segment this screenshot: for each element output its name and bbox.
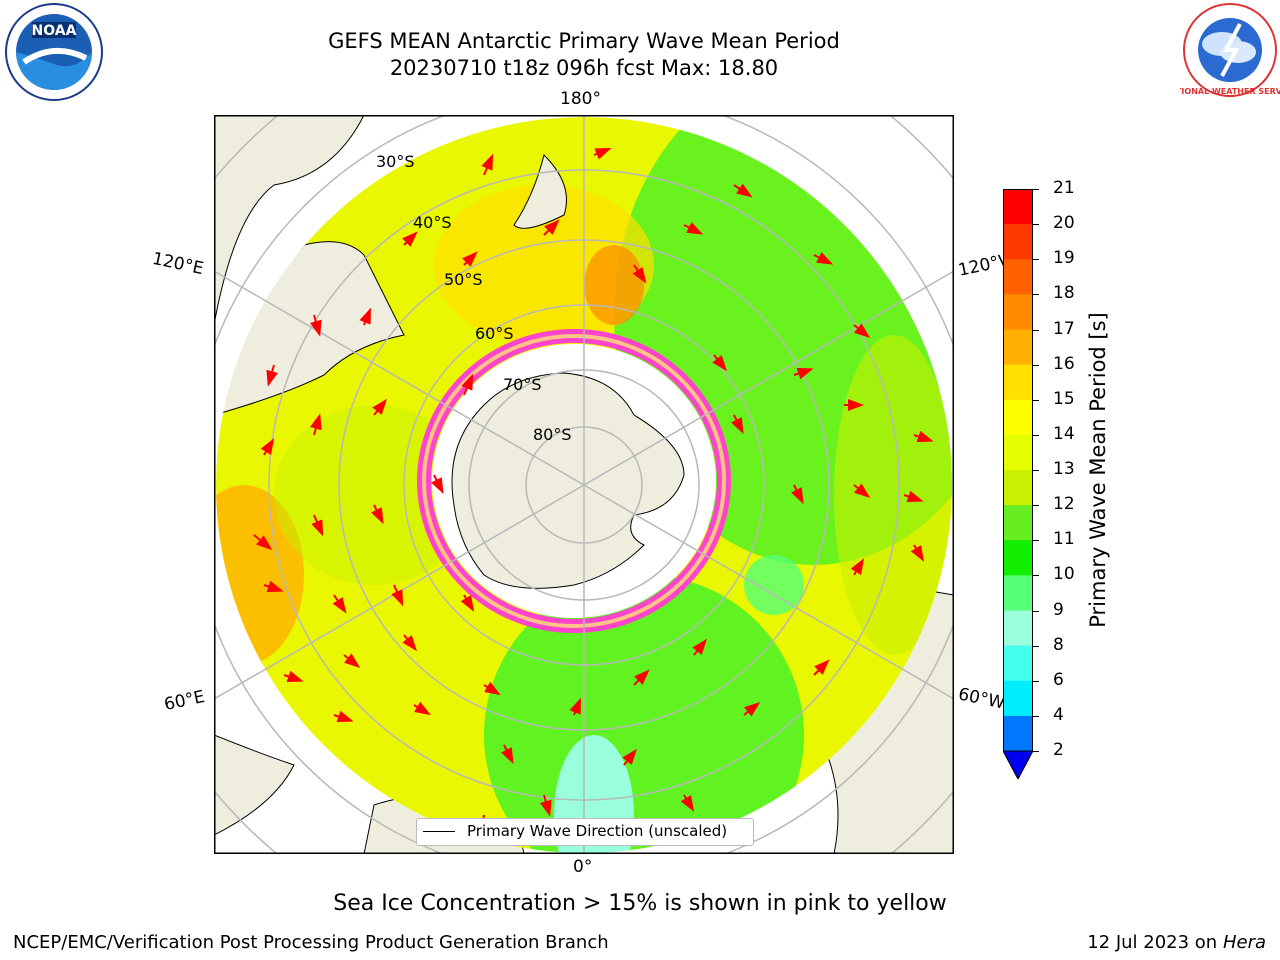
- lon-label-180: 180°: [560, 89, 601, 109]
- colorbar-segment: [1003, 224, 1033, 260]
- colorbar-segment: [1003, 575, 1033, 611]
- lat-label-30s: 30°S: [376, 152, 415, 171]
- svg-text:NOAA: NOAA: [32, 23, 77, 39]
- colorbar-tick-label: 9: [1053, 599, 1064, 620]
- colorbar-tick-label: 6: [1053, 669, 1064, 690]
- noaa-logo: NOAA: [5, 3, 103, 101]
- colorbar-segment: [1003, 294, 1033, 330]
- land-africa-corner: [214, 734, 295, 836]
- colorbar-tick-label: 2: [1053, 740, 1064, 760]
- colorbar-segment: [1003, 715, 1033, 752]
- colorbar-tick-label: 8: [1053, 634, 1064, 655]
- colorbar-title: Primary Wave Mean Period [s]: [1086, 312, 1110, 628]
- colorbar-segment: [1003, 610, 1033, 647]
- colorbar-tick-mark: [1033, 751, 1039, 752]
- colorbar-tick-label: 4: [1053, 704, 1064, 725]
- colorbar-tick-mark: [1033, 645, 1039, 647]
- map-legend: Primary Wave Direction (unscaled): [416, 818, 754, 846]
- colorbar-tick-label: 16: [1053, 353, 1075, 374]
- colorbar-segment: [1003, 434, 1033, 471]
- colorbar-tick-mark: [1033, 364, 1039, 366]
- colorbar-tick-label: 14: [1053, 423, 1075, 444]
- colorbar-tick-mark: [1033, 610, 1039, 612]
- colorbar-segment: [1003, 399, 1033, 436]
- legend-label: Primary Wave Direction (unscaled): [467, 822, 728, 840]
- footer-producer: NCEP/EMC/Verification Post Processing Pr…: [13, 932, 609, 953]
- colorbar-segment: [1003, 680, 1033, 717]
- colorbar-tick-mark: [1033, 715, 1039, 717]
- legend-line-swatch: [423, 831, 455, 832]
- colorbar-tick-mark: [1033, 540, 1039, 542]
- colorbar-segment: [1003, 505, 1033, 541]
- colorbar-tick-label: 17: [1053, 318, 1075, 339]
- colorbar-tick-label: 20: [1053, 213, 1075, 234]
- colorbar-tick-mark: [1033, 399, 1039, 401]
- colorbar-tick-label: 12: [1053, 494, 1075, 515]
- colorbar-segment: [1003, 259, 1033, 295]
- sea-ice-note: Sea Ice Concentration > 15% is shown in …: [333, 891, 947, 916]
- lat-label-60s: 60°S: [475, 324, 514, 343]
- land-new-zealand: [513, 154, 567, 229]
- colorbar-tick-mark: [1033, 680, 1039, 682]
- footer-host: Hera: [1222, 932, 1266, 953]
- lat-label-50s: 50°S: [444, 270, 483, 289]
- graticule: [214, 115, 954, 854]
- colorbar-tick-mark: [1033, 294, 1039, 296]
- colorbar: [1003, 189, 1033, 779]
- colorbar-segment: [1003, 364, 1033, 401]
- lon-label-120e: 120°E: [150, 248, 206, 280]
- colorbar-tick-mark: [1033, 329, 1039, 331]
- lat-label-70s: 70°S: [503, 375, 542, 394]
- land-antarctica: [451, 372, 685, 589]
- colorbar-segment: [1003, 540, 1033, 576]
- colorbar-segment: [1003, 189, 1033, 225]
- title-line-1: GEFS MEAN Antarctic Primary Wave Mean Pe…: [328, 29, 840, 53]
- colorbar-tick-label: 19: [1053, 248, 1075, 269]
- colorbar-tick-label: 13: [1053, 459, 1075, 479]
- land-australia-outer: [214, 115, 365, 326]
- footer-date: 12 Jul 2023 on Hera: [1087, 932, 1266, 953]
- colorbar-tick-mark: [1033, 259, 1039, 261]
- colorbar-tick-label: 21: [1053, 178, 1075, 198]
- colorbar-tick-label: 18: [1053, 283, 1075, 304]
- lon-label-0: 0°: [573, 857, 593, 877]
- lat-label-80s: 80°S: [533, 425, 572, 444]
- lon-label-60w: 60°W: [956, 684, 1007, 714]
- wave-direction-arrows: [253, 148, 934, 837]
- nws-logo: NATIONAL WEATHER SERVICE: [1180, 3, 1280, 97]
- colorbar-segment: [1003, 329, 1033, 366]
- colorbar-segment: [1003, 470, 1033, 506]
- colorbar-tick-mark: [1033, 470, 1039, 471]
- colorbar-extend-arrow: [1003, 750, 1033, 779]
- colorbar-tick-mark: [1033, 434, 1039, 436]
- lon-label-60e: 60°E: [162, 686, 207, 716]
- title-line-2: 20230710 t18z 096h fcst Max: 18.80: [389, 56, 779, 80]
- colorbar-tick-label: 15: [1053, 388, 1075, 409]
- colorbar-tick-mark: [1033, 189, 1039, 190]
- polar-map: [214, 115, 954, 854]
- colorbar-tick-mark: [1033, 224, 1039, 226]
- colorbar-segment: [1003, 645, 1033, 682]
- colorbar-tick-mark: [1033, 575, 1039, 577]
- svg-text:NATIONAL WEATHER SERVICE: NATIONAL WEATHER SERVICE: [1180, 87, 1280, 96]
- colorbar-tick-label: 10: [1053, 564, 1075, 585]
- colorbar-tick-label: 11: [1053, 529, 1075, 550]
- colorbar-tick-mark: [1033, 505, 1039, 507]
- lat-label-40s: 40°S: [413, 213, 452, 232]
